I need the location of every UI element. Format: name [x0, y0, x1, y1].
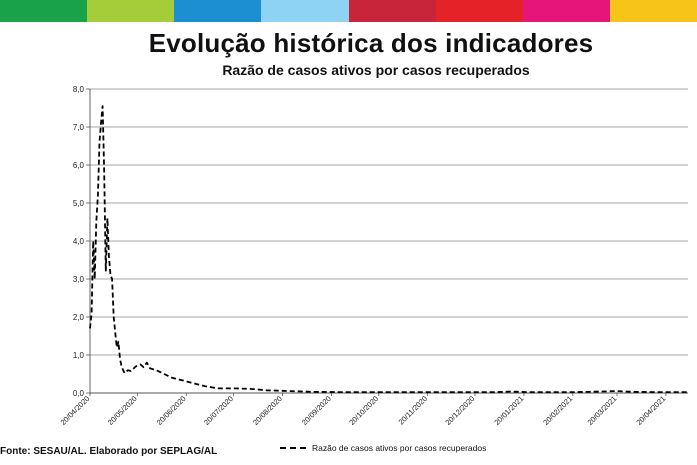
x-tick-label: 20/06/2020: [155, 394, 188, 427]
x-tick-label: 20/02/2021: [541, 394, 574, 427]
x-tick-label: 20/07/2020: [202, 394, 235, 427]
x-tick-label: 20/04/2021: [634, 394, 667, 427]
x-tick-label: 20/11/2020: [397, 394, 430, 427]
chart-subtitle: Razão de casos ativos por casos recupera…: [222, 62, 530, 78]
x-tick-label: 20/03/2021: [585, 394, 618, 427]
x-tick-label: 20/08/2020: [251, 394, 284, 427]
x-tick-label: 20/05/2020: [106, 394, 139, 427]
x-axis-ticks: 20/04/2020 20/05/2020 20/06/2020 20/07/2020…: [59, 393, 667, 427]
y-axis-ticks: 0,0 1,0 2,0 3,0 4,0 5,0 6,0 7,0 8,0: [73, 85, 90, 398]
chart-series: [89, 105, 688, 394]
series-line: [89, 105, 688, 394]
x-tick-label: 20/01/2021: [492, 394, 525, 427]
y-tick-label: 0,0: [73, 389, 85, 398]
x-tick-label: 20/04/2020: [59, 394, 92, 427]
header-color-segment: [609, 0, 697, 22]
header-color-segment: [0, 0, 88, 22]
page-title: Evolução histórica dos indicadores: [148, 28, 594, 58]
y-tick-label: 3,0: [73, 275, 85, 284]
header-color-band: [0, 0, 697, 22]
y-tick-label: 5,0: [73, 199, 85, 208]
header-color-segment: [261, 0, 349, 22]
y-tick-label: 8,0: [73, 85, 85, 94]
legend-dashed-line-swatch: [280, 447, 306, 449]
y-tick-label: 7,0: [73, 123, 85, 132]
y-tick-label: 6,0: [73, 161, 85, 170]
chart-legend: Razão de casos ativos por casos recupera…: [280, 443, 486, 453]
x-tick-label: 20/09/2020: [300, 394, 333, 427]
y-tick-label: 4,0: [73, 237, 85, 246]
header-color-segment: [522, 0, 610, 22]
x-tick-label: 20/12/2020: [443, 394, 476, 427]
y-tick-label: 2,0: [73, 313, 85, 322]
x-tick-label: 20/10/2020: [347, 394, 380, 427]
legend-label: Razão de casos ativos por casos recupera…: [312, 443, 487, 453]
source-note: Fonte: SESAU/AL. Elaborado por SEPLAG/AL: [0, 446, 218, 457]
header-color-segment: [87, 0, 175, 22]
header-color-segment: [174, 0, 262, 22]
header-color-segment: [435, 0, 523, 22]
header-color-segment: [348, 0, 436, 22]
y-tick-label: 1,0: [73, 351, 85, 360]
chart-gridlines: [90, 88, 688, 356]
